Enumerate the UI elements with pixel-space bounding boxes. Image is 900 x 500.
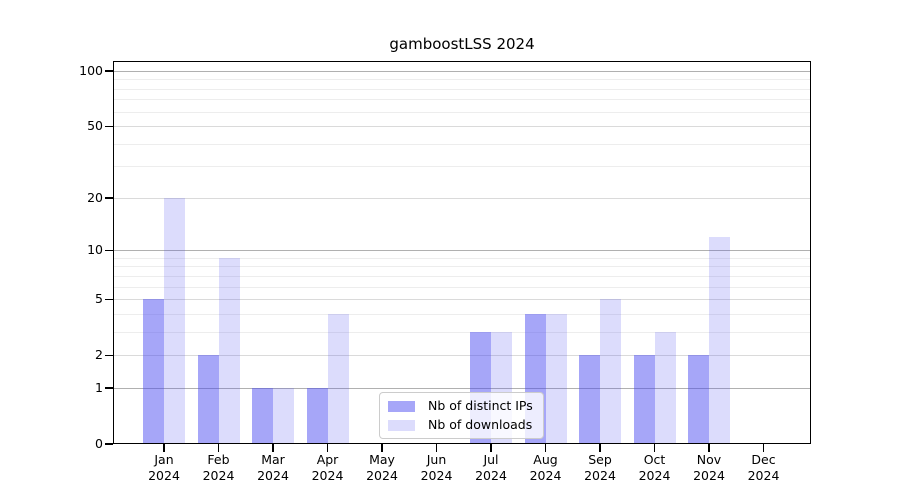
- bar-distinct-ips-oct: [633, 355, 655, 444]
- bar-downloads-sep: [600, 299, 621, 444]
- y-tick-label-20: 20: [87, 189, 103, 205]
- bar-downloads-apr: [327, 313, 349, 444]
- x-tick-feb: [217, 444, 220, 452]
- bar-distinct-ips-jan: [143, 299, 164, 444]
- bar-distinct-ips-sep: [579, 355, 600, 444]
- x-tick-may: [381, 444, 383, 452]
- x-tick-apr: [326, 444, 329, 452]
- bar-downloads-feb: [218, 257, 240, 444]
- gridline-major-10: [113, 250, 811, 252]
- legend-swatch-distinct-ips: [388, 400, 415, 412]
- gridline-major-100: [113, 71, 811, 72]
- x-tick-label-oct: Oct 2024: [638, 452, 671, 483]
- x-tick-label-jan: Jan 2024: [148, 452, 180, 483]
- y-tick-10: [105, 249, 113, 251]
- bar-distinct-ips-feb: [197, 355, 219, 444]
- chart-title: gamboostLSS 2024: [389, 35, 535, 53]
- x-tick-label-sep: Sep 2024: [584, 452, 616, 483]
- legend: Nb of distinct IPs Nb of downloads: [379, 392, 544, 439]
- gridline-mid-20: [113, 197, 811, 199]
- gridline-minor-30: [113, 166, 811, 168]
- x-tick-oct: [653, 444, 656, 452]
- bar-downloads-oct: [654, 331, 676, 444]
- x-tick-label-jun: Jun 2024: [420, 452, 453, 483]
- x-tick-aug: [544, 444, 547, 452]
- gridline-minor-4: [113, 313, 811, 315]
- y-tick-label-100: 100: [79, 63, 103, 78]
- gridline-minor-6: [113, 286, 811, 288]
- x-tick-label-aug: Aug 2024: [529, 452, 562, 483]
- x-tick-jan: [163, 444, 165, 452]
- legend-item-downloads: Nb of downloads: [388, 418, 533, 432]
- gridline-minor-70: [113, 99, 811, 101]
- y-tick-100: [105, 70, 113, 72]
- x-tick-label-may: May 2024: [366, 452, 398, 483]
- y-tick-5: [105, 298, 113, 300]
- y-tick-label-2: 2: [95, 347, 103, 363]
- x-tick-label-feb: Feb 2024: [202, 452, 235, 483]
- x-tick-jun: [435, 444, 438, 452]
- bar-downloads-aug: [545, 313, 567, 444]
- bar-distinct-ips-apr: [306, 387, 328, 444]
- x-tick-label-nov: Nov 2024: [693, 452, 725, 483]
- legend-label-distinct-ips: Nb of distinct IPs: [428, 398, 533, 413]
- x-tick-label-dec: Dec 2024: [747, 452, 780, 483]
- gridline-mid-50: [113, 126, 811, 128]
- legend-item-distinct-ips: Nb of distinct IPs: [388, 399, 533, 413]
- gridline-minor-90: [113, 79, 811, 81]
- y-tick-0: [105, 443, 113, 445]
- legend-swatch-downloads: [388, 419, 415, 431]
- gridline-minor-3: [113, 331, 811, 333]
- y-tick-50: [105, 125, 113, 127]
- x-tick-label-jul: Jul 2024: [475, 452, 507, 483]
- x-tick-label-mar: Mar 2024: [257, 452, 289, 483]
- bar-distinct-ips-mar: [252, 387, 273, 444]
- gridline-minor-8: [113, 266, 811, 268]
- gridline-minor-60: [113, 111, 811, 113]
- y-tick-label-5: 5: [95, 291, 103, 307]
- x-tick-mar: [272, 444, 274, 452]
- bar-downloads-mar: [273, 387, 294, 444]
- gridline-mid-2: [113, 355, 811, 357]
- bar-downloads-jan: [164, 197, 185, 444]
- y-tick-label-0: 0: [95, 436, 103, 451]
- gridline-minor-80: [113, 88, 811, 90]
- x-tick-dec: [762, 444, 765, 452]
- y-tick-label-10: 10: [87, 242, 103, 258]
- plot-area: Nb of distinct IPs Nb of downloads: [113, 61, 811, 444]
- x-tick-label-apr: Apr 2024: [311, 452, 344, 483]
- y-tick-label-1: 1: [95, 379, 103, 395]
- gridline-major-1: [113, 387, 811, 389]
- gridline-minor-9: [113, 257, 811, 259]
- bar-downloads-nov: [709, 236, 730, 444]
- x-tick-jul: [490, 444, 492, 452]
- gridline-minor-7: [113, 275, 811, 277]
- x-tick-nov: [708, 444, 710, 452]
- y-tick-label-50: 50: [87, 118, 103, 134]
- gridline-minor-40: [113, 143, 811, 145]
- y-tick-2: [105, 354, 113, 356]
- x-tick-sep: [599, 444, 601, 452]
- y-tick-20: [105, 197, 113, 199]
- y-tick-1: [105, 387, 113, 389]
- legend-label-downloads: Nb of downloads: [428, 417, 533, 432]
- gridline-mid-5: [113, 299, 811, 301]
- bar-distinct-ips-nov: [688, 355, 709, 444]
